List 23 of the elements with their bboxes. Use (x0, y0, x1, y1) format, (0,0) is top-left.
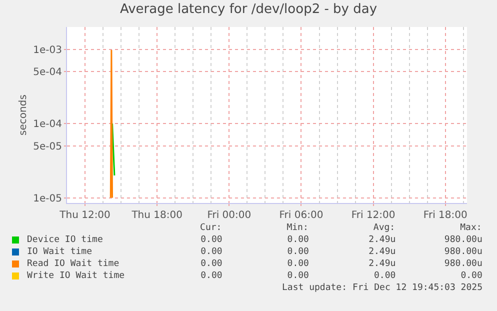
chart-title: Average latency for /dev/loop2 - by day (120, 2, 378, 18)
y-tick-label: 1e-05 (33, 193, 62, 204)
x-tick-label: Fri 00:00 (207, 210, 252, 221)
y-axis-title: seconds (18, 94, 30, 136)
x-tick-label: Fri 12:00 (351, 210, 396, 221)
text: 0.00 0.00 2.49u 980.00u (141, 235, 482, 245)
text: 0.00 0.00 0.00 0.00 (141, 271, 482, 281)
text: Cur: Min: Avg: Max: (135, 223, 482, 233)
text: Last update: Fri Dec 12 19:45:03 2025 (282, 283, 482, 293)
x-tick-label: Fri 06:00 (279, 210, 324, 221)
legend-label: IO Wait time (27, 247, 92, 257)
text: 0.00 0.00 2.49u 980.00u (141, 247, 482, 257)
y-tick-label: 1e-04 (33, 119, 62, 130)
legend-label: Write IO Wait time (27, 271, 125, 281)
y-tick-label: 1e-03 (33, 44, 62, 56)
x-tick-label: Thu 12:00 (58, 210, 110, 221)
x-tick-label: Fri 18:00 (423, 210, 468, 221)
legend-label: Read IO Wait time (27, 259, 120, 269)
y-tick-label: 5e-04 (33, 67, 62, 78)
text: 0.00 0.00 2.49u 980.00u (141, 259, 482, 269)
y-tick-label: 5e-05 (33, 141, 62, 152)
legend-label: Device IO time (27, 235, 103, 245)
x-tick-label: Thu 18:00 (130, 210, 182, 221)
